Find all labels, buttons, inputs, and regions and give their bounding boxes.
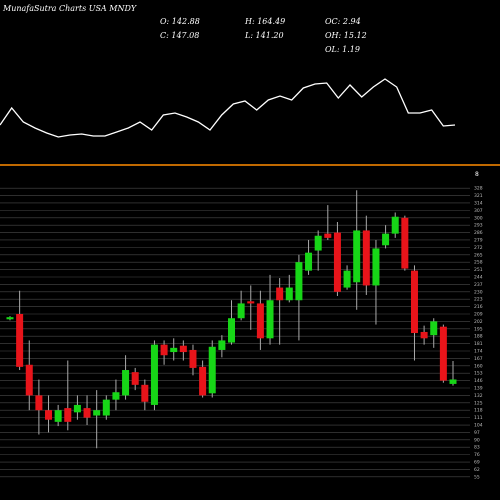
y-tick-label: 202 — [474, 319, 483, 325]
candle-body — [208, 346, 216, 394]
candle-body — [16, 313, 24, 367]
y-tick-label: 195 — [474, 326, 483, 332]
candle-body — [141, 384, 149, 402]
candle-body — [73, 404, 81, 413]
candle-body — [228, 318, 235, 343]
y-tick-label: 167 — [474, 356, 483, 362]
y-tick-label: 69 — [474, 460, 480, 466]
stat: OL: 1.19 — [325, 45, 360, 54]
y-tick-label: 97 — [474, 430, 480, 436]
y-tick-label: 83 — [474, 445, 480, 451]
y-tick-label: 76 — [474, 452, 480, 458]
candle-body — [122, 370, 130, 396]
candle-body — [237, 303, 245, 319]
y-tick-label: 188 — [474, 334, 483, 340]
y-tick-label: 230 — [474, 289, 483, 295]
y-tick-label: 90 — [474, 437, 480, 443]
y-tick-label: 279 — [474, 237, 483, 243]
candle-body — [160, 344, 168, 356]
y-tick-label: 314 — [474, 200, 483, 206]
candle-body — [285, 287, 293, 301]
candle-body — [382, 233, 390, 246]
y-tick-label: 307 — [474, 208, 483, 214]
candle-body — [35, 395, 43, 411]
candle-body — [343, 270, 351, 288]
stat: C: 147.08 — [160, 31, 199, 40]
candle-body — [266, 300, 274, 339]
y-tick-label: 321 — [474, 193, 483, 199]
candle-body — [64, 408, 72, 422]
candle-body — [449, 379, 457, 384]
candle-body — [93, 410, 101, 416]
candle-body — [256, 303, 264, 339]
y-tick-label: 237 — [474, 282, 483, 288]
candle-body — [45, 410, 53, 420]
stat: O: 142.88 — [160, 17, 200, 26]
y-tick-label: 160 — [474, 363, 483, 369]
candle-body — [25, 364, 33, 396]
candle-body — [372, 248, 380, 286]
candle-body — [102, 399, 110, 416]
y-tick-label: 328 — [474, 186, 483, 192]
y-tick-label: 118 — [474, 408, 483, 414]
candle-body — [199, 366, 207, 396]
y-tick-label: 265 — [474, 252, 483, 258]
candle-body — [295, 262, 303, 301]
candle-body — [150, 344, 158, 405]
y-tick-label: 258 — [474, 260, 483, 266]
candle-body — [54, 410, 62, 422]
candle-body — [247, 301, 255, 304]
y-tick-label: 223 — [474, 297, 483, 303]
y-tick-label: 153 — [474, 371, 483, 377]
y-tick-label: 216 — [474, 304, 483, 310]
y-tick-label: 139 — [474, 386, 483, 392]
y-tick-label: 300 — [474, 215, 483, 221]
y-tick-label: 293 — [474, 223, 483, 229]
candle-body — [131, 372, 139, 385]
stat: OC: 2.94 — [325, 17, 361, 26]
y-tick-label: 104 — [474, 423, 483, 429]
candle-body — [276, 287, 284, 301]
candle-body — [410, 270, 418, 334]
y-tick-label: 62 — [474, 467, 480, 473]
y-tick-label: 286 — [474, 230, 483, 236]
stat: L: 141.20 — [244, 31, 284, 40]
y-tick-label: 272 — [474, 245, 483, 251]
y-tick-label: 146 — [474, 378, 483, 384]
y-tick-label: 174 — [474, 349, 483, 355]
y-tick-label: 244 — [474, 274, 483, 280]
stat: OH: 15.12 — [325, 31, 367, 40]
candle-body — [305, 252, 313, 271]
y-tick-label: 181 — [474, 341, 483, 347]
indicator-line — [0, 78, 456, 138]
candle-body — [401, 217, 409, 269]
y-tick-label: 125 — [474, 400, 483, 406]
candle-body — [333, 232, 341, 292]
chart-title: MunafaSutra Charts USA MNDY — [2, 4, 137, 13]
candle-body — [314, 235, 322, 251]
candle-body — [353, 230, 361, 283]
candle-body — [439, 326, 447, 381]
candle-body — [218, 340, 226, 350]
candle-body — [420, 331, 428, 339]
candle-body — [170, 347, 178, 353]
corner-label: 8 — [475, 171, 479, 178]
candle-body — [430, 321, 438, 336]
candle-body — [6, 317, 14, 320]
y-tick-label: 132 — [474, 393, 483, 399]
candle-body — [324, 233, 332, 238]
stat: H: 164.49 — [244, 17, 285, 26]
candle-body — [179, 345, 187, 353]
candle-body — [391, 216, 399, 234]
y-tick-label: 209 — [474, 311, 483, 317]
y-tick-label: 111 — [474, 415, 483, 421]
candle-body — [362, 230, 370, 286]
candle-body — [189, 349, 197, 368]
candle-body — [112, 392, 120, 400]
candle-body — [83, 408, 91, 418]
y-tick-label: 251 — [474, 267, 483, 273]
y-tick-label: 55 — [474, 474, 480, 480]
